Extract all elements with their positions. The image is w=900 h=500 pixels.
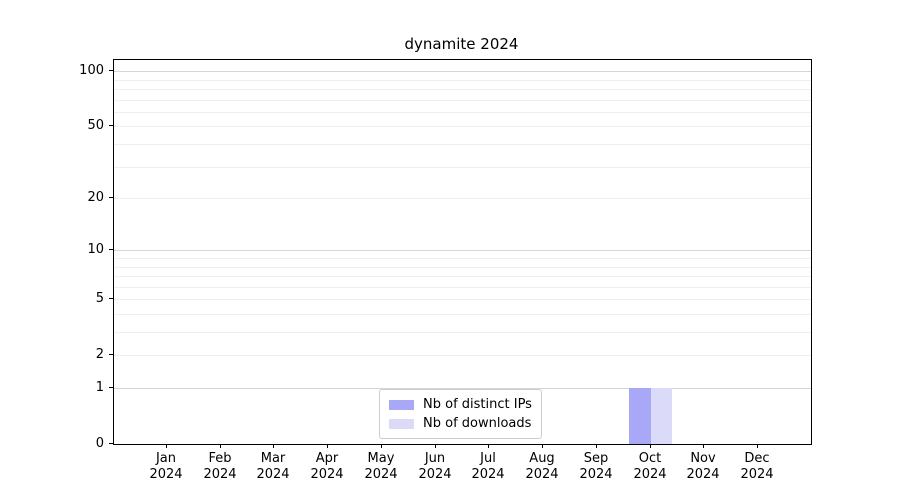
gridline-3: [114, 332, 811, 333]
x-tick-mark: [596, 444, 597, 448]
gridline-1: [114, 388, 811, 389]
y-tick-label: 5: [95, 291, 104, 306]
x-tick-label-may: May 2024: [364, 451, 398, 482]
x-tick-mark: [435, 444, 436, 448]
legend-item-distinct-ips: Nb of distinct IPs: [389, 395, 532, 414]
gridline-6: [114, 287, 811, 288]
x-tick-mark: [327, 444, 328, 448]
y-tick-mark: [109, 70, 113, 71]
y-tick-label: 10: [87, 242, 104, 257]
gridline-8: [114, 267, 811, 268]
x-tick-mark: [703, 444, 704, 448]
x-tick-mark: [757, 444, 758, 448]
x-tick-label-dec: Dec 2024: [740, 451, 774, 482]
legend-label-downloads: Nb of downloads: [423, 416, 532, 431]
y-tick-mark: [109, 197, 113, 198]
y-tick-mark: [109, 298, 113, 299]
x-tick-mark: [220, 444, 221, 448]
gridline-10: [114, 250, 811, 251]
x-tick-label-aug: Aug 2024: [525, 451, 559, 482]
y-tick-label: 1: [95, 380, 104, 395]
y-tick-mark: [109, 387, 113, 388]
y-tick-mark: [109, 354, 113, 355]
gridline-70: [114, 100, 811, 101]
legend-swatch-downloads-icon: [389, 418, 414, 429]
x-tick-label-jul: Jul 2024: [471, 451, 505, 482]
gridline-4: [114, 314, 811, 315]
gridline-2: [114, 355, 811, 356]
x-tick-mark: [381, 444, 382, 448]
y-tick-label: 50: [87, 118, 104, 133]
gridline-100: [114, 71, 811, 72]
gridline-7: [114, 276, 811, 277]
legend: Nb of distinct IPs Nb of downloads: [379, 389, 542, 439]
plot-area: [113, 59, 812, 445]
x-tick-label-oct: Oct 2024: [633, 451, 667, 482]
x-tick-mark: [542, 444, 543, 448]
gridline-90: [114, 80, 811, 81]
x-tick-mark: [273, 444, 274, 448]
chart-title: dynamite 2024: [404, 35, 519, 53]
x-tick-mark: [650, 444, 651, 448]
x-tick-label-nov: Nov 2024: [686, 451, 720, 482]
y-tick-mark: [109, 125, 113, 126]
y-tick-label: 0: [95, 436, 104, 451]
legend-item-downloads: Nb of downloads: [389, 414, 532, 433]
gridline-50: [114, 126, 811, 127]
y-tick-label: 100: [79, 63, 104, 78]
bar-oct-0: [629, 388, 651, 444]
gridline-80: [114, 89, 811, 90]
gridline-40: [114, 144, 811, 145]
gridline-5: [114, 299, 811, 300]
x-tick-label-sep: Sep 2024: [579, 451, 613, 482]
x-tick-mark: [488, 444, 489, 448]
legend-label-distinct-ips: Nb of distinct IPs: [423, 397, 532, 412]
bar-oct-1: [650, 388, 673, 444]
y-tick-mark: [109, 249, 113, 250]
gridline-20: [114, 198, 811, 199]
y-tick-label: 2: [95, 347, 104, 362]
gridline-9: [114, 258, 811, 259]
gridline-60: [114, 112, 811, 113]
x-tick-mark: [166, 444, 167, 448]
x-tick-label-jun: Jun 2024: [418, 451, 452, 482]
x-tick-label-mar: Mar 2024: [256, 451, 290, 482]
legend-swatch-distinct-ips-icon: [389, 399, 414, 410]
x-tick-label-apr: Apr 2024: [310, 451, 344, 482]
gridline-30: [114, 167, 811, 168]
y-tick-mark: [109, 443, 113, 444]
y-tick-label: 20: [87, 190, 104, 205]
x-tick-label-feb: Feb 2024: [203, 451, 237, 482]
x-tick-label-jan: Jan 2024: [149, 451, 183, 482]
